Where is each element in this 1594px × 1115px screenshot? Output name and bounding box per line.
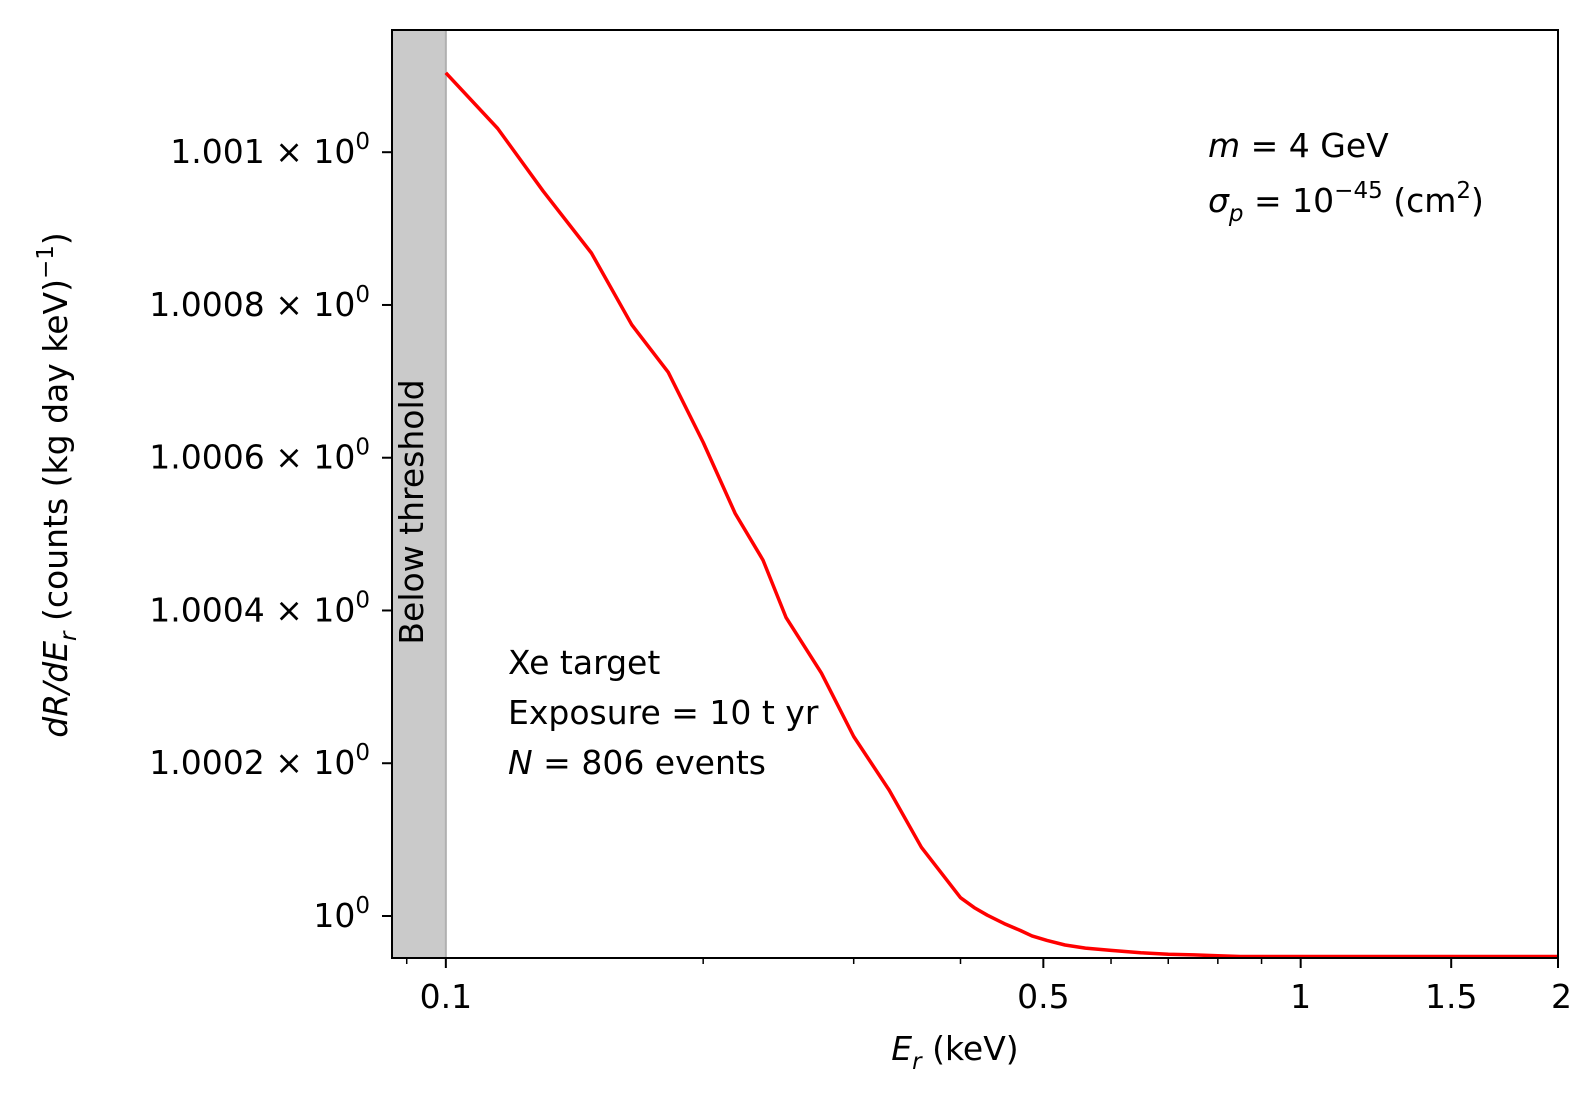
y-tick-label: 100 — [313, 893, 370, 935]
sigma-exp: −45 — [1334, 178, 1383, 204]
y-axis-sub: r — [56, 630, 82, 641]
y-axis-prefix: dR/dE — [36, 641, 75, 738]
y-axis-end: ) — [36, 232, 75, 245]
mass-annotation: m = 4 GeV — [1208, 126, 1389, 165]
mass-eq: = — [1240, 126, 1289, 165]
below-threshold-region — [392, 30, 446, 958]
x-tick-label: 2 — [1551, 977, 1572, 1016]
y-tick-label: 1.0004 × 100 — [149, 587, 370, 629]
y-tick-label: 1.001 × 100 — [170, 129, 370, 171]
y-axis-title: dR/dEr (counts (kg day keV)−1) — [33, 232, 82, 738]
series-layer — [444, 71, 1558, 959]
mass-var: m — [1208, 126, 1240, 165]
x-axis-var: E — [891, 1029, 912, 1068]
sigma-base: 10 — [1292, 181, 1334, 220]
x-tick-label: 0.1 — [420, 977, 472, 1016]
cross-section-annotation: σp = 10−45 (cm2) — [1208, 178, 1484, 227]
sigma-var: σ — [1208, 181, 1230, 220]
below-threshold-label: Below threshold — [392, 379, 431, 644]
events-value: 806 events — [581, 743, 766, 782]
x-axis-sub: r — [912, 1049, 923, 1075]
x-tick-label: 1 — [1290, 977, 1311, 1016]
y-tick-label: 1.0002 × 100 — [149, 740, 370, 782]
y-axis-ticks: 100 1.0002 × 100 1.0004 × 100 1.0006 × 100 1… — [149, 129, 392, 935]
x-axis-ticks: 0.1 0.5 1 1.5 2 — [405, 958, 1572, 1016]
mass-value: 4 GeV — [1289, 126, 1389, 165]
sigma-unit: (cm — [1383, 181, 1457, 220]
sigma-unit-end: ) — [1471, 181, 1484, 220]
x-axis-title: Er (keV) — [891, 1029, 1018, 1075]
y-axis-mid: (counts (kg day keV) — [36, 279, 75, 621]
y-tick-label: 1.0006 × 100 — [149, 435, 370, 477]
events-annotation: N = 806 events — [508, 743, 766, 782]
target-annotation: Xe target — [508, 643, 660, 682]
sigma-eq: = — [1244, 181, 1293, 220]
exposure-annotation: Exposure = 10 t yr — [508, 693, 819, 732]
sigma-unit-sup: 2 — [1456, 178, 1471, 204]
events-var: N — [508, 743, 533, 782]
y-tick-label: 1.0008 × 100 — [149, 282, 370, 324]
x-tick-label: 1.5 — [1425, 977, 1477, 1016]
axes-frame — [391, 29, 1559, 959]
y-axis-sup: −1 — [33, 245, 59, 279]
x-axis-unit: (keV) — [932, 1029, 1019, 1068]
x-tick-label: 0.5 — [1017, 977, 1069, 1016]
events-eq: = — [533, 743, 582, 782]
series-line-0 — [444, 71, 1558, 959]
sigma-sub: p — [1228, 201, 1244, 227]
